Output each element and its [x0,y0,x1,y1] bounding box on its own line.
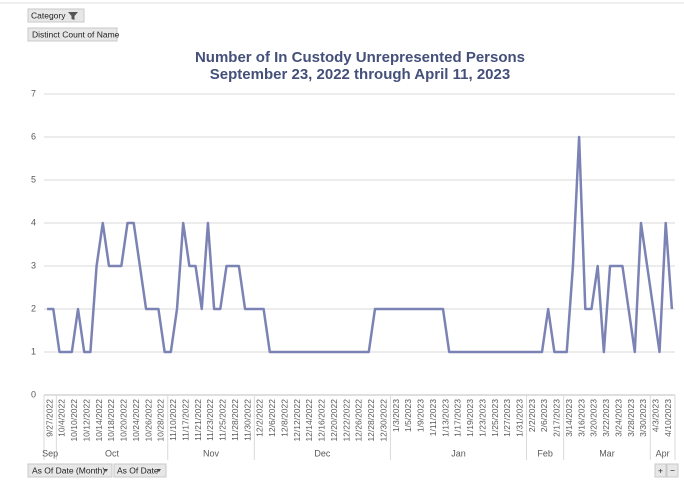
x-tick-label: 1/25/2023 [490,399,500,437]
x-tick-label: 1/5/2023 [403,399,413,432]
x-group-label: Apr [656,448,670,458]
y-tick-label: 2 [31,303,36,313]
x-tick-label: 1/3/2023 [391,399,401,432]
x-tick-label: 1/27/2023 [502,399,512,437]
x-tick-label: 11/10/2022 [168,399,178,441]
x-tick-label: 12/12/2022 [292,399,302,442]
x-tick-label: 10/28/2022 [156,399,166,442]
x-tick-label: 10/18/2022 [106,399,116,442]
x-group-label: Nov [203,448,220,458]
axis-button[interactable] [113,463,167,478]
x-tick-label: 11/30/2022 [242,399,252,441]
x-tick-label: 1/17/2023 [453,399,463,437]
axis-button[interactable] [27,463,113,478]
x-tick-label: 11/28/2022 [230,399,240,441]
x-tick-label: 3/22/2023 [601,399,611,437]
x-tick-label: 10/4/2022 [57,399,67,437]
x-tick-label: 4/3/2023 [651,399,661,432]
x-tick-label: 10/14/2022 [94,399,104,442]
series-line [47,135,674,354]
x-tick-label: 9/27/2022 [44,399,54,437]
y-tick-label: 4 [31,217,36,227]
x-tick-label: 12/20/2022 [329,399,339,442]
x-tick-label: 1/31/2023 [515,399,525,437]
x-group-label: Dec [314,448,331,458]
x-tick-label: 11/25/2022 [218,399,228,441]
x-tick-label: 12/2/2022 [255,399,265,437]
expand-button[interactable] [654,463,667,478]
collapse-label[interactable]: − [670,465,675,475]
x-tick-label: 10/26/2022 [143,399,153,442]
y-tick-label: 6 [31,131,36,141]
x-tick-label: 10/10/2022 [69,399,79,442]
expand-label[interactable]: + [658,465,663,475]
x-tick-label: 1/19/2023 [465,399,475,437]
x-tick-label: 10/20/2022 [119,399,129,442]
y-tick-label: 7 [31,88,36,98]
value-button[interactable] [27,27,118,42]
y-tick-label: 5 [31,174,36,184]
x-tick-label: 11/23/2022 [205,399,215,441]
x-tick-label: 3/20/2023 [589,399,599,437]
x-tick-label: 1/11/2023 [428,399,438,436]
x-group-label: Oct [105,448,120,458]
y-tick-label: 1 [31,346,36,356]
x-tick-label: 12/30/2022 [378,399,388,442]
x-tick-label: 1/23/2023 [477,399,487,437]
x-tick-label: 3/16/2023 [576,399,586,437]
chart-subtitle: September 23, 2022 through April 11, 202… [210,66,510,83]
x-tick-label: 4/10/2023 [663,399,673,437]
x-tick-label: 2/6/2023 [539,399,549,432]
y-tick-label: 3 [31,260,36,270]
x-tick-label: 12/14/2022 [304,399,314,442]
x-tick-label: 11/17/2022 [180,399,190,441]
axis-label[interactable]: As Of Date (Month) [32,465,105,475]
x-tick-label: 12/26/2022 [354,399,364,442]
x-tick-label: 3/28/2023 [626,399,636,437]
axis-label[interactable]: As Of Date [117,465,159,475]
x-tick-label: 1/9/2023 [416,399,426,432]
x-tick-label: 12/22/2022 [341,399,351,442]
x-group-label: Mar [599,448,615,458]
x-tick-label: 12/6/2022 [267,399,277,437]
x-tick-label: 12/8/2022 [279,399,289,437]
x-tick-label: 2/2/2023 [527,399,537,432]
x-tick-label: 12/16/2022 [317,399,327,442]
x-tick-label: 12/28/2022 [366,399,376,442]
y-tick-label: 0 [31,389,36,399]
dropdown-icon [104,469,108,472]
collapse-button[interactable] [666,463,679,478]
value-label[interactable]: Distinct Count of Name [32,29,120,39]
x-tick-label: 2/17/2023 [552,399,562,437]
x-tick-label: 1/13/2023 [440,399,450,437]
chart-title: Number of In Custody Unrepresented Perso… [195,49,525,66]
x-group-label: Sep [42,448,58,458]
x-group-label: Jan [451,448,466,458]
x-tick-label: 3/14/2023 [564,399,574,437]
dropdown-icon [157,469,161,472]
x-tick-label: 11/21/2022 [193,399,203,441]
x-tick-label: 3/24/2023 [613,399,623,437]
x-tick-label: 10/24/2022 [131,399,141,442]
x-tick-label: 3/30/2023 [638,399,648,437]
x-tick-label: 10/12/2022 [81,399,91,442]
filter-label[interactable]: Category [31,10,66,20]
x-group-label: Feb [537,448,553,458]
filter-icon [68,12,78,20]
